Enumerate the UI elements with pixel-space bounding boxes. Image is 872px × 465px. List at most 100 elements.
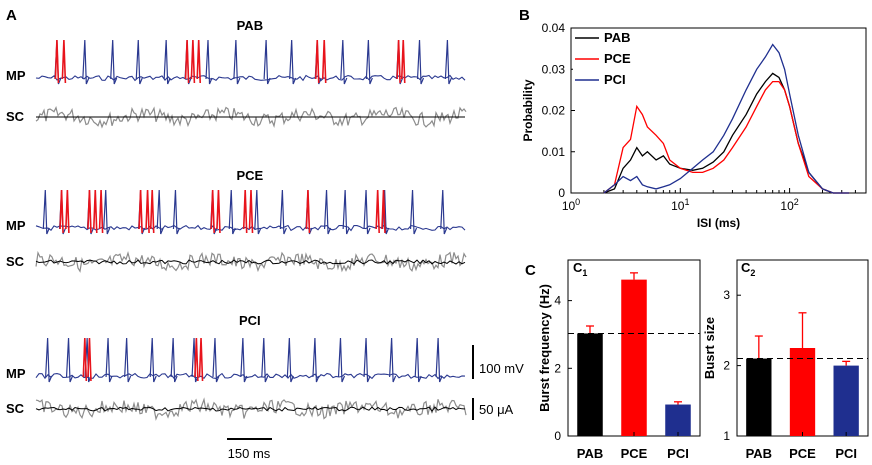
category-label: PCE [621,446,648,461]
burst-spike [59,189,64,234]
spike [205,39,213,85]
burst-spike [216,189,221,234]
burst-spike [98,189,104,234]
y-tick-label: 0.04 [542,21,566,35]
spike [337,337,346,383]
burst-spike [381,189,386,234]
spike [254,189,262,235]
burst-spike [321,39,327,84]
spike [409,189,418,235]
bar-pab [577,333,603,436]
spike [105,337,113,383]
spike [228,189,236,235]
spike [240,337,248,383]
burst-spike [396,39,401,84]
mp-label: MP [6,218,26,233]
mp-trace [35,74,466,82]
mp-trace [35,372,466,380]
x-tick-label: 100 [562,197,580,213]
spike [365,39,373,85]
burst-spike [314,39,320,84]
burst-spike [138,189,143,234]
burst-spike [194,337,199,382]
mp-label: MP [6,366,26,381]
y-tick-label: 0 [554,429,561,443]
spike [172,189,181,235]
panel-b-label: B [519,7,530,24]
burst-spike [210,189,215,234]
spike [263,39,271,85]
sc-label: SC [6,254,25,269]
spike [110,39,118,85]
y-tick-label: 0 [558,186,565,200]
series-pce-line [603,80,850,194]
spike [124,337,132,383]
spike [135,39,143,85]
spike [103,189,111,235]
burst-spike [54,39,60,84]
trace-title-pab: PAB [237,18,263,33]
y-tick-label: 0.01 [542,145,566,159]
x-tick-label: 102 [780,197,798,213]
x-axis-label: ISI (ms) [697,216,740,230]
y-tick-label: 2 [723,359,730,373]
burst-spike [145,189,150,234]
spike [82,39,90,85]
time-scale-label: 150 ms [228,446,271,461]
spike [65,337,74,383]
burst-spike [184,39,190,84]
y-tick-label: 1 [723,429,730,443]
spike [340,39,348,85]
spike [323,189,332,235]
x-tick-label: 101 [671,197,689,213]
burst-spike [149,189,155,234]
spike [342,189,350,235]
panel-c2-label: C2 [741,260,755,278]
burst-spike [87,189,92,234]
spike [414,337,422,383]
y-axis-label: Busrt size [702,317,717,379]
spike [389,337,397,383]
y-tick-label: 2 [554,361,561,375]
y-tick-label: 4 [554,294,561,308]
spike [45,337,53,383]
panel-a-label: A [6,7,17,24]
sc-label: SC [6,401,25,416]
burst-spike [305,189,311,234]
burst-spike [82,337,88,382]
spike [435,337,443,383]
mp-label: MP [6,68,26,83]
burst-spike [375,189,380,234]
burst-spike [242,189,248,234]
spike [149,337,157,383]
bar-pab [746,358,772,436]
burst-spike [248,189,254,234]
spike [261,337,269,383]
bar-pce [789,348,816,436]
spike [416,39,425,85]
series-pci-line [603,43,850,194]
sc-mean-trace [35,406,466,412]
sc-label: SC [6,109,25,124]
spike [363,189,371,235]
sc-mean-trace [35,259,466,265]
panel-c1-label: C1 [573,260,587,278]
spike [286,337,294,383]
legend-label: PCE [604,51,631,66]
burst-spike [196,39,202,84]
spike [440,189,448,235]
legend-label: PCI [604,72,626,87]
burst-spike [87,337,92,382]
spike [289,39,297,85]
mp-scale-label: 100 mV [479,361,524,376]
series-pab-line [603,72,850,194]
spike [212,337,220,383]
spike [42,189,50,235]
spike [363,337,371,383]
bar-pci [833,365,859,436]
trace-title-pci: PCI [239,313,261,328]
spike [156,189,164,235]
sc-scale-label: 50 μA [479,402,514,417]
spike [163,39,171,85]
